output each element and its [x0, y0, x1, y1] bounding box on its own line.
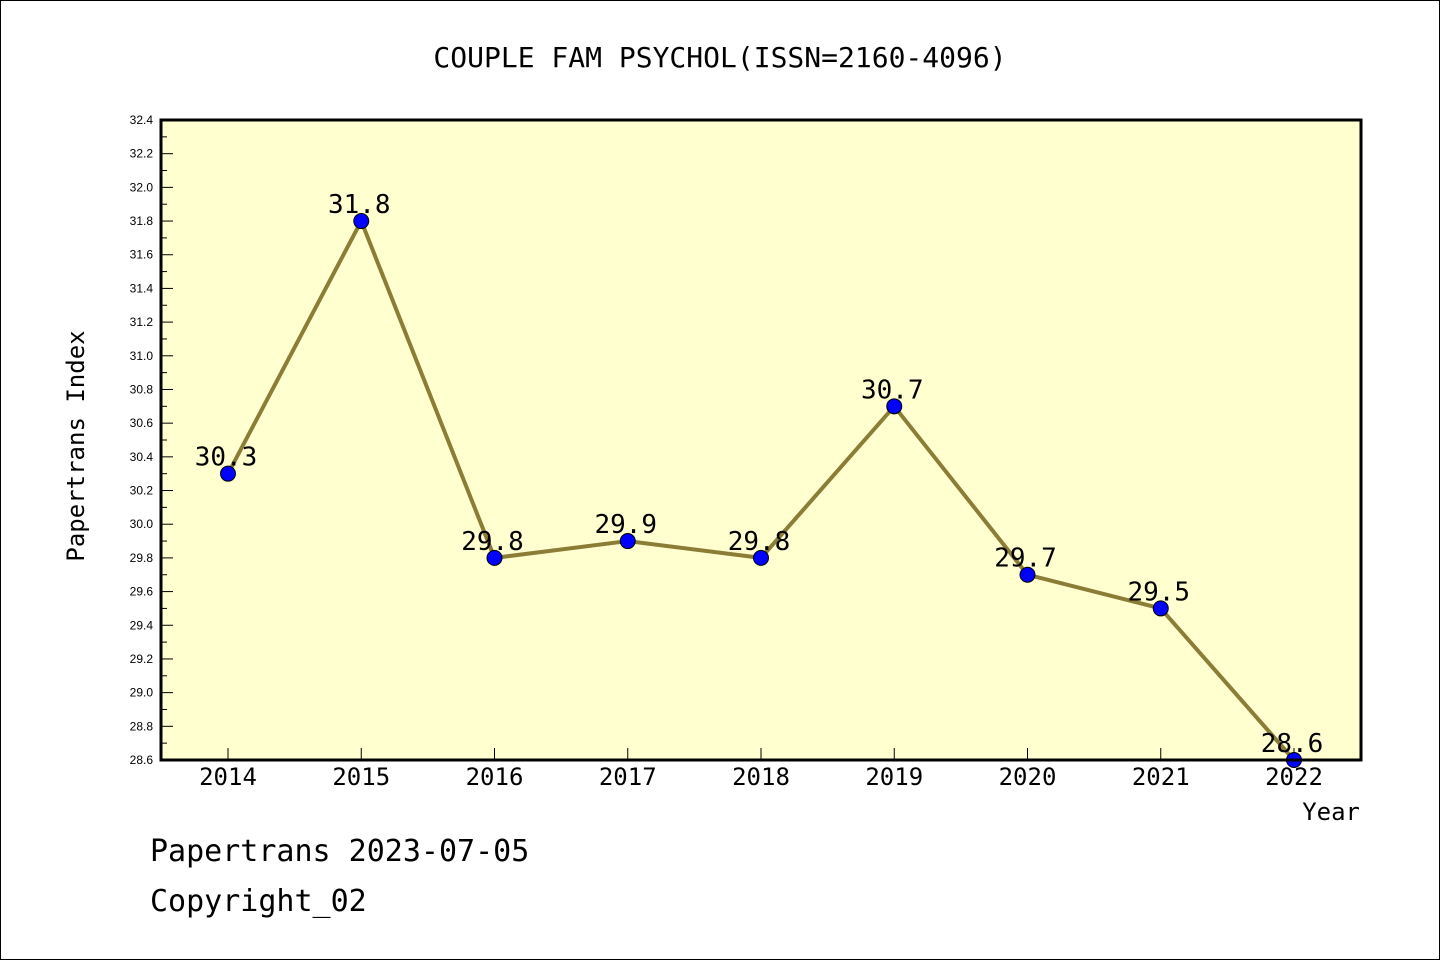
- data-point: [886, 398, 903, 415]
- y-tick-label: 28.6: [130, 753, 154, 767]
- data-point: [486, 549, 503, 566]
- footer-date: Papertrans 2023-07-05: [150, 834, 530, 869]
- data-point: [1152, 600, 1169, 617]
- y-tick-label: 30.8: [130, 382, 154, 396]
- y-tick-label: 29.4: [130, 618, 154, 632]
- footer-copyright: Copyright_02: [150, 884, 367, 919]
- data-label: 30.7: [861, 375, 924, 405]
- y-tick-label: 29.6: [130, 585, 154, 599]
- data-label: 30.3: [195, 443, 258, 473]
- y-tick-label: 30.4: [130, 450, 154, 464]
- x-axis: 2014 2015 2016 2017 2018 2019 2020 2021 2022: [199, 748, 1323, 791]
- y-tick-label: 31.8: [130, 214, 154, 228]
- x-tick-label: 2018: [732, 763, 790, 791]
- y-tick-label: 31.4: [130, 281, 154, 295]
- x-tick-label: 2016: [466, 763, 524, 791]
- y-tick-label: 30.0: [130, 517, 154, 531]
- x-tick-label: 2021: [1132, 763, 1190, 791]
- chart-title: COUPLE FAM PSYCHOL(ISSN=2160-4096): [433, 41, 1006, 74]
- data-point: [1019, 566, 1036, 583]
- y-tick-label: 32.2: [130, 147, 154, 161]
- y-tick-label: 30.2: [130, 484, 154, 498]
- x-tick-label: 2015: [332, 763, 390, 791]
- y-tick-label: 31.6: [130, 248, 154, 262]
- data-point: [619, 533, 636, 550]
- x-tick-label: 2014: [199, 763, 257, 791]
- data-label: 29.8: [728, 527, 791, 557]
- data-label: 29.5: [1127, 577, 1190, 607]
- x-axis-label: Year: [1302, 798, 1360, 826]
- x-tick-label: 2019: [865, 763, 923, 791]
- data-label: 28.6: [1261, 729, 1324, 759]
- data-point: [220, 465, 236, 482]
- x-tick-label: 2020: [999, 763, 1057, 791]
- data-point: [353, 213, 370, 230]
- data-label: 29.9: [594, 510, 657, 540]
- y-tick-label: 32.4: [130, 113, 154, 127]
- y-tick-label: 32.0: [130, 180, 154, 194]
- x-tick-label: 2017: [599, 763, 657, 791]
- data-label: 29.7: [994, 544, 1057, 574]
- y-axis-label: Papertrans Index: [62, 330, 90, 561]
- y-tick-label: 31.0: [130, 349, 154, 363]
- plot-border: [159, 118, 1363, 762]
- y-tick-label: 31.2: [130, 315, 154, 329]
- data-label: 31.8: [328, 190, 391, 220]
- y-tick-label: 28.8: [130, 719, 154, 733]
- y-tick-label: 29.8: [130, 551, 154, 565]
- data-point: [753, 549, 769, 566]
- y-tick-label: 29.0: [130, 686, 154, 700]
- y-tick-label: 30.6: [130, 416, 154, 430]
- data-labels: 30.3 31.8 29.8 29.9 29.8 30.7 29.7 29.5 28.6: [195, 190, 1324, 759]
- y-tick-label: 29.2: [130, 652, 154, 666]
- data-label: 29.8: [461, 527, 524, 557]
- y-axis: 28.6 28.8 29.0 29.2 29.4 29.6 29.8 30.0 30.2 30.4…: [130, 113, 173, 767]
